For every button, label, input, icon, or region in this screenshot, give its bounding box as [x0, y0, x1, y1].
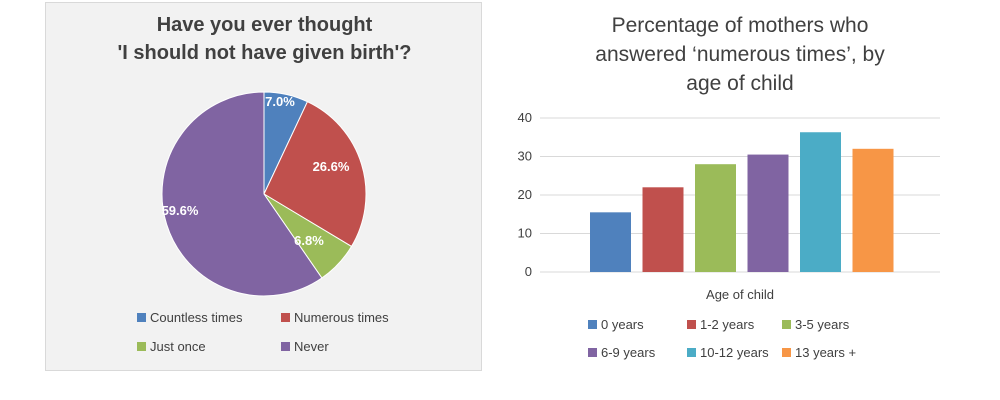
bar-y-tick-label: 10	[518, 226, 532, 241]
bar-y-tick-label: 30	[518, 149, 532, 164]
bar-legend-label: 1-2 years	[700, 317, 755, 332]
bar-y-tick-label: 0	[525, 264, 532, 279]
bar-legend-swatch	[687, 320, 696, 329]
bar-10-12-years	[800, 132, 841, 272]
pie-chart-title-line2: 'I should not have given birth'?	[117, 42, 412, 64]
bar-13-years	[852, 148, 894, 272]
bar-legend-label: 3-5 years	[795, 317, 850, 332]
pie-legend-label: Numerous times	[294, 310, 389, 325]
pie-legend-swatch	[137, 342, 146, 351]
bar-1-2-years	[642, 187, 684, 272]
bar-legend-swatch	[782, 320, 791, 329]
bar-0-years	[590, 212, 631, 272]
pie-legend-swatch	[281, 342, 290, 351]
bar-legend-label: 13 years +	[795, 345, 856, 360]
bar-y-tick-label: 40	[518, 110, 532, 125]
bar-chart: 0 10 20 30 40 Age of child 0 years 1-2 years 3-5…	[518, 110, 940, 360]
pie-data-label: 59.6%	[162, 203, 199, 218]
bar-y-tick-label: 20	[518, 187, 532, 202]
bar-3-5-years	[695, 164, 736, 272]
pie-legend-swatch	[281, 313, 290, 322]
bar-legend-label: 0 years	[601, 317, 644, 332]
bar-chart-title-line1: Percentage of mothers who	[611, 14, 869, 37]
pie-chart-title-line1: Have you ever thought	[156, 14, 373, 36]
pie-slice-never	[161, 91, 323, 297]
bar-chart-title-line2: answered ‘numerous times’, by	[595, 43, 885, 66]
bar-x-axis-label: Age of child	[706, 287, 774, 302]
pie-legend-swatch	[137, 313, 146, 322]
pie-data-label: 6.8%	[294, 233, 324, 248]
pie-legend-label: Never	[294, 339, 329, 354]
bar-chart-title-line3: age of child	[686, 72, 794, 95]
pie-chart-panel: Have you ever thought 'I should not have…	[45, 2, 482, 371]
bar-legend-label: 10-12 years	[700, 345, 769, 360]
pie-data-label: 26.6%	[313, 159, 350, 174]
bar-6-9-years	[747, 154, 789, 272]
pie-data-label: 7.0%	[265, 94, 295, 109]
bar-legend-label: 6-9 years	[601, 345, 656, 360]
bar-chart-panel: Percentage of mothers who answered ‘nume…	[500, 0, 990, 400]
pie-chart: 7.0% 26.6% 6.8% 59.6% Countless times Numerou…	[137, 91, 389, 354]
bar-legend-swatch	[588, 320, 597, 329]
bar-legend-swatch	[588, 348, 597, 357]
bar-legend-swatch	[687, 348, 696, 357]
pie-legend-label: Just once	[150, 339, 206, 354]
pie-slice-numerous-times	[263, 101, 367, 248]
pie-legend-label: Countless times	[150, 310, 243, 325]
bar-legend-swatch	[782, 348, 791, 357]
